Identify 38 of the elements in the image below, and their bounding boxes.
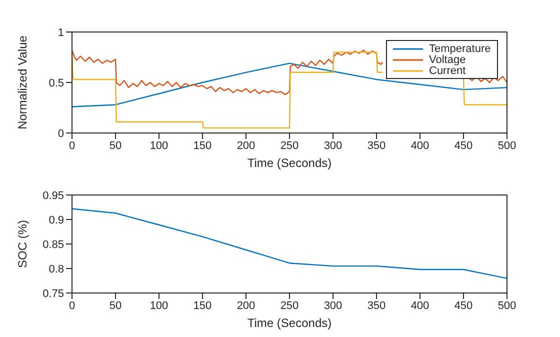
y-tick-label: 0.95 bbox=[42, 190, 64, 202]
x-tick-label: 50 bbox=[109, 300, 122, 312]
x-tick-label: 0 bbox=[68, 140, 76, 152]
y-tick-label: 0.85 bbox=[42, 238, 64, 251]
x-tick-label: 100 bbox=[150, 300, 168, 312]
x-tick-label: 450 bbox=[454, 300, 473, 312]
x-tick-label: 250 bbox=[280, 140, 299, 152]
x-tick-label: 400 bbox=[410, 140, 430, 152]
legend-label: Temperature bbox=[429, 42, 491, 54]
line-series bbox=[72, 208, 507, 279]
y-tick-label: 0.75 bbox=[42, 288, 64, 300]
x-tick-label: 400 bbox=[410, 300, 430, 312]
legend-label: Current bbox=[429, 64, 466, 76]
x-tick-label: 300 bbox=[324, 300, 342, 312]
x-tick-label: 350 bbox=[367, 300, 386, 312]
x-tick-label: 0 bbox=[68, 300, 76, 312]
x-axis-title: Time (Seconds) bbox=[247, 316, 332, 330]
x-tick-label: 450 bbox=[454, 140, 473, 152]
y-tick-label: 1 bbox=[58, 26, 64, 39]
x-tick-label: 200 bbox=[236, 300, 256, 312]
x-tick-label: 250 bbox=[280, 300, 299, 312]
y-axis-title: Normalized Value bbox=[15, 35, 30, 130]
y-tick-label: 0.5 bbox=[48, 77, 64, 90]
x-tick-label: 200 bbox=[236, 140, 256, 152]
y-axis-title: SOC (%) bbox=[15, 220, 30, 268]
x-tick-label: 50 bbox=[109, 140, 122, 152]
x-axis-title: Time (Seconds) bbox=[247, 156, 332, 170]
y-tick-label: 0.8 bbox=[48, 263, 64, 276]
x-tick-label: 150 bbox=[193, 300, 212, 312]
x-tick-label: 350 bbox=[367, 140, 386, 152]
x-tick-label: 300 bbox=[324, 140, 342, 152]
x-tick-label: 100 bbox=[150, 140, 168, 152]
x-tick-label: 150 bbox=[193, 140, 212, 152]
x-tick-label: 500 bbox=[498, 300, 516, 312]
x-tick-label: 500 bbox=[498, 140, 516, 152]
y-tick-label: 0 bbox=[58, 128, 64, 140]
y-tick-label: 0.9 bbox=[48, 214, 64, 226]
legend-label: Voltage bbox=[429, 54, 466, 66]
